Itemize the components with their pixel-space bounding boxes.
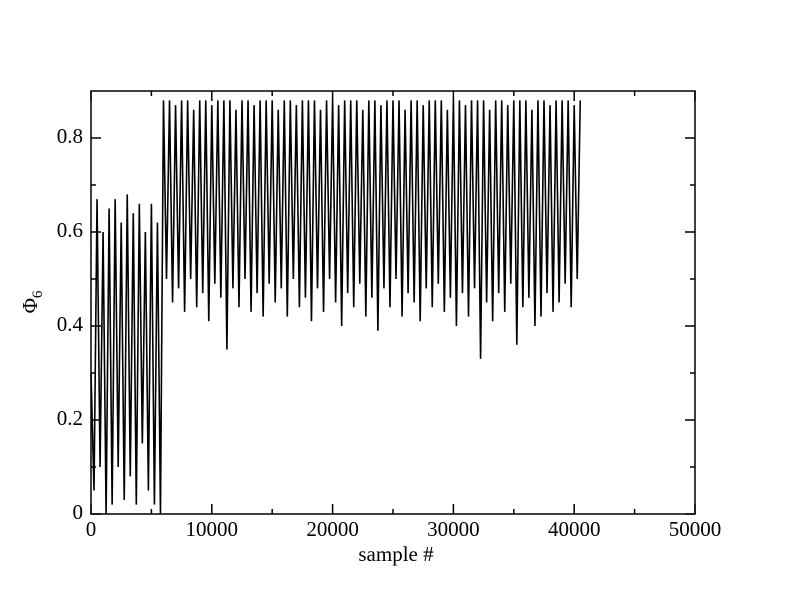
y-tick-label: 0.6 bbox=[57, 218, 83, 242]
x-tick-label: 20000 bbox=[306, 517, 359, 541]
x-tick-label: 40000 bbox=[548, 517, 601, 541]
x-tick-label: 30000 bbox=[427, 517, 480, 541]
y-tick-label: 0.4 bbox=[57, 312, 84, 336]
y-axis-label-symbol: Φ bbox=[18, 298, 42, 313]
x-tick-label: 0 bbox=[86, 517, 97, 541]
y-tick-label: 0 bbox=[73, 500, 84, 524]
y-tick-label: 0.2 bbox=[57, 406, 83, 430]
x-axis-label: sample # bbox=[358, 542, 434, 566]
x-tick-label: 50000 bbox=[669, 517, 722, 541]
data-line bbox=[90, 100, 582, 515]
x-tick-label: 10000 bbox=[186, 517, 239, 541]
y-tick-label: 0.8 bbox=[57, 124, 83, 148]
y-axis-label-subscript: 6 bbox=[30, 290, 46, 298]
y-axis-label: Φ6 bbox=[18, 290, 47, 313]
